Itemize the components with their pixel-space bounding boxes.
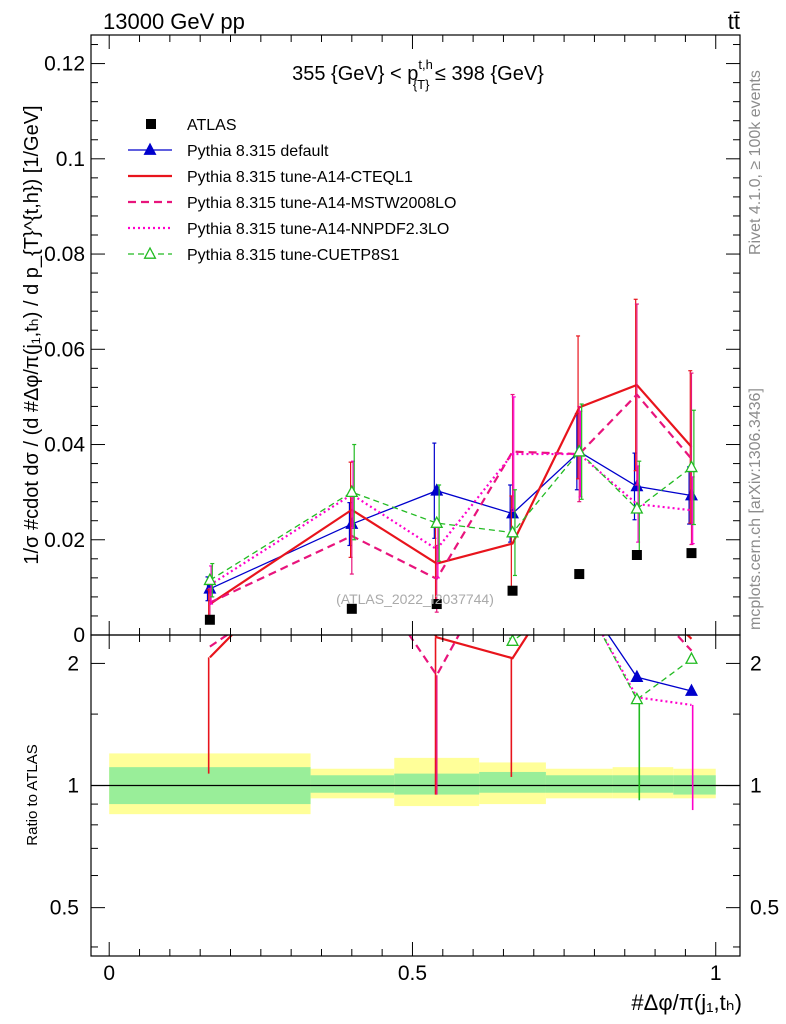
atlas-data-point-4	[574, 569, 585, 580]
ratio-marker-4-5	[630, 692, 644, 705]
title-sup: t,h	[418, 57, 432, 72]
main-ytick-label-2: 0.04	[44, 434, 85, 457]
ratio-band-inner-6	[673, 775, 716, 795]
ratio-marker-0-3	[507, 601, 518, 611]
main-ytick-label-0: 0	[73, 624, 85, 647]
main-ytick-label-3: 0.06	[44, 338, 85, 361]
legend-marker-0	[143, 142, 157, 155]
ratio-ytick-label-left-1: 1	[67, 775, 79, 798]
side-label-mcplots: mcplots.cern.ch [arXiv:1306.3436]	[747, 388, 764, 630]
ratio-marker-4-3	[506, 635, 520, 646]
legend-label-atlas: ATLAS	[187, 117, 237, 134]
main-ytick-label-4: 0.08	[44, 243, 85, 266]
series-marker-4-5	[630, 501, 644, 514]
series-marker-4-4	[572, 444, 586, 457]
legend-label-2: Pythia 8.315 tune-A14-MSTW2008LO	[187, 195, 456, 212]
legend-label-0: Pythia 8.315 default	[187, 143, 329, 160]
series-marker-0-2	[430, 483, 444, 496]
ratio-marker-0-5	[630, 669, 644, 682]
analysis-watermark: (ATLAS_2022_I2037744)	[336, 591, 494, 607]
x-tick-label-2: 1	[710, 962, 722, 985]
x-axis-label: #Δφ/π(j₁,tₕ)	[631, 990, 742, 1015]
atlas-data-point-3	[507, 585, 518, 596]
ratio-band-inner-3	[479, 771, 546, 793]
atlas-data-point-2	[431, 599, 442, 610]
ratio-marker-0-2	[431, 507, 442, 517]
ratio-y-axis-label: Ratio to ATLAS	[24, 744, 41, 845]
series-marker-4-0	[203, 572, 217, 586]
ratio-marker-4-0	[204, 554, 215, 564]
legend-marker-atlas	[146, 119, 156, 129]
ratio-ytick-label-right-0: 0.5	[750, 897, 779, 920]
title-pre: 355 {GeV} < p	[292, 63, 418, 85]
title-sub: {T}	[413, 77, 430, 92]
series-line-3	[209, 452, 692, 586]
ratio-plot-content	[204, 507, 698, 811]
side-label-rivet: Rivet 4.1.0, ≥ 100k events	[747, 70, 764, 255]
main-ytick-label-5: 0.1	[56, 148, 85, 171]
ratio-marker-4-6	[684, 651, 698, 664]
plot-title: 355 {GeV} < pt,h {T} ≤ 398 {GeV}	[292, 57, 544, 92]
header-left-label: 13000 GeV pp	[103, 9, 245, 34]
ratio-band-inner-4	[545, 775, 613, 793]
series-marker-4-6	[684, 459, 698, 473]
ratio-ytick-label-right-1: 1	[750, 775, 762, 798]
x-tick-label-0: 0	[103, 962, 115, 985]
y-axis-label: 1/σ #cdot dσ / (d #Δφ/π(j₁,tₕ) / d p_{T}…	[21, 105, 43, 564]
atlas-data-point-0	[204, 614, 215, 625]
header-right-label: tt̄	[728, 9, 740, 34]
ratio-band-inner-1	[310, 775, 395, 793]
series-marker-4-3	[506, 525, 520, 538]
ratio-plot-frame	[90, 634, 741, 957]
ratio-marker-0-6	[684, 683, 698, 696]
series-marker-4-2	[430, 515, 444, 528]
atlas-data-point-6	[686, 548, 697, 559]
x-tick-label-1: 0.5	[398, 962, 427, 985]
legend-marker-4	[143, 246, 157, 259]
ratio-ytick-label-left-0: 0.5	[50, 897, 79, 920]
title-post: ≤ 398 {GeV}	[429, 63, 544, 85]
ratio-band-inner-5	[612, 775, 674, 793]
main-ytick-label-6: 0.12	[44, 53, 85, 76]
ratio-line-1	[209, 635, 693, 660]
legend: ATLAS Pythia 8.315 default Pythia 8.315 tu…	[128, 117, 456, 264]
legend-label-3: Pythia 8.315 tune-A14-NNPDF2.3LO	[187, 221, 449, 238]
legend-label-4: Pythia 8.315 tune-CUETP8S1	[187, 247, 400, 264]
series-line-2	[209, 392, 693, 604]
series-marker-4-1	[345, 484, 359, 497]
ratio-marker-4-4	[574, 586, 585, 596]
main-plot-content	[203, 298, 698, 625]
main-ytick-label-1: 0.02	[44, 529, 85, 552]
legend-label-1: Pythia 8.315 tune-A14-CTEQL1	[187, 169, 413, 186]
ratio-uncertainty-bands	[91, 753, 740, 815]
atlas-data-point-5	[631, 550, 642, 560]
ratio-marker-0-4	[574, 586, 585, 596]
ratio-ytick-label-right-2: 2	[750, 652, 762, 675]
axes-ticks: 0 0.02 0.04 0.06 0.08 0.1 0.12 0 0.5 1 0.5 0.5 1 1 2 2	[44, 35, 779, 985]
atlas-data-point-1	[346, 603, 357, 614]
ratio-ytick-label-left-2: 2	[67, 652, 79, 675]
